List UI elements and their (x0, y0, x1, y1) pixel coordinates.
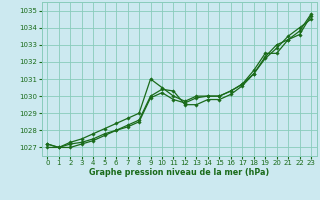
X-axis label: Graphe pression niveau de la mer (hPa): Graphe pression niveau de la mer (hPa) (89, 168, 269, 177)
